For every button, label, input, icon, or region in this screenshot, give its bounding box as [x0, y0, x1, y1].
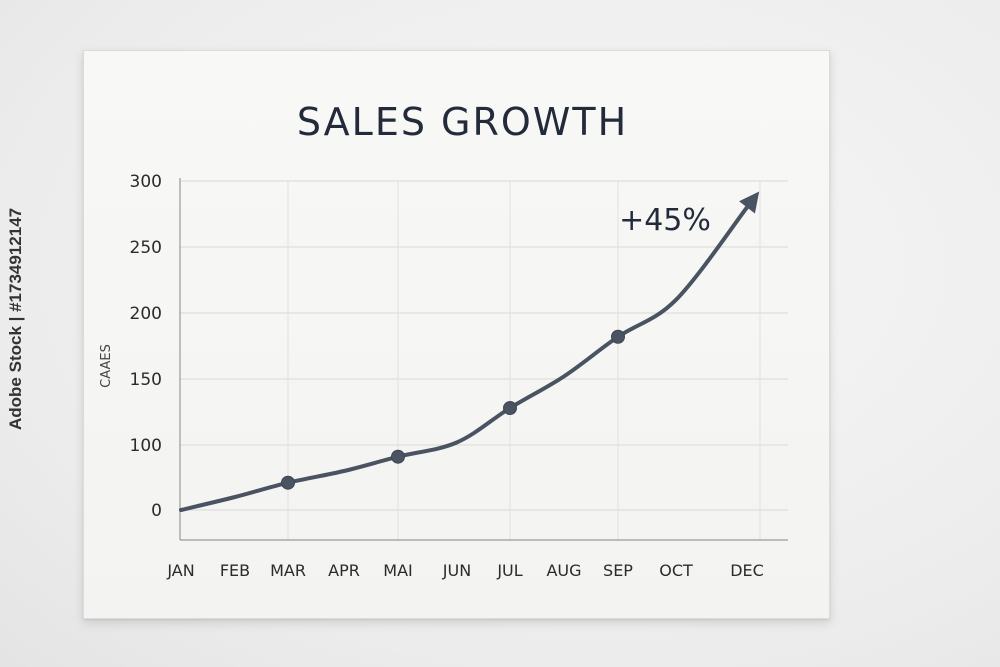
x-tick-label: OCT — [659, 561, 693, 580]
series — [179, 191, 760, 512]
y-tick-label: 250 — [130, 238, 162, 258]
x-tick-label: DEC — [730, 561, 764, 580]
x-tick-label: JAN — [166, 561, 194, 580]
y-tick-labels: 0 100 150 200 250 300 — [130, 172, 162, 521]
growth-annotation: +45% — [619, 203, 711, 238]
x-tick-label: FEB — [220, 561, 250, 580]
data-point — [611, 329, 625, 344]
axes — [179, 178, 788, 541]
x-tick-label: MAR — [270, 561, 306, 580]
data-point — [391, 449, 405, 464]
x-tick-label: AUG — [546, 561, 581, 580]
arrowhead — [739, 191, 760, 214]
x-tick-label: MAI — [383, 561, 412, 580]
y-tick-label: 100 — [130, 436, 162, 456]
y-tick-label: 300 — [130, 172, 162, 192]
data-point — [281, 475, 295, 490]
chart-title: SALES GROWTH — [296, 100, 629, 144]
x-tick-label: APR — [328, 561, 360, 580]
x-tick-labels: JAN FEB MAR APR MAI JUN JUL AUG SEP OCT DEC — [166, 561, 763, 580]
y-tick-label: 200 — [130, 304, 162, 324]
chart-card — [83, 50, 830, 619]
stock-watermark-id: Adobe Stock | #1734912147 — [6, 207, 25, 430]
x-tick-label: SEP — [603, 561, 633, 580]
x-tick-label: JUL — [496, 561, 522, 580]
data-point — [503, 401, 517, 416]
series-line — [179, 205, 749, 512]
y-tick-label: 150 — [130, 370, 162, 390]
y-tick-label: 0 — [151, 501, 162, 521]
x-tick-label: JUN — [442, 561, 471, 580]
grid — [180, 180, 788, 540]
y-axis-label: CAAES — [99, 344, 114, 388]
